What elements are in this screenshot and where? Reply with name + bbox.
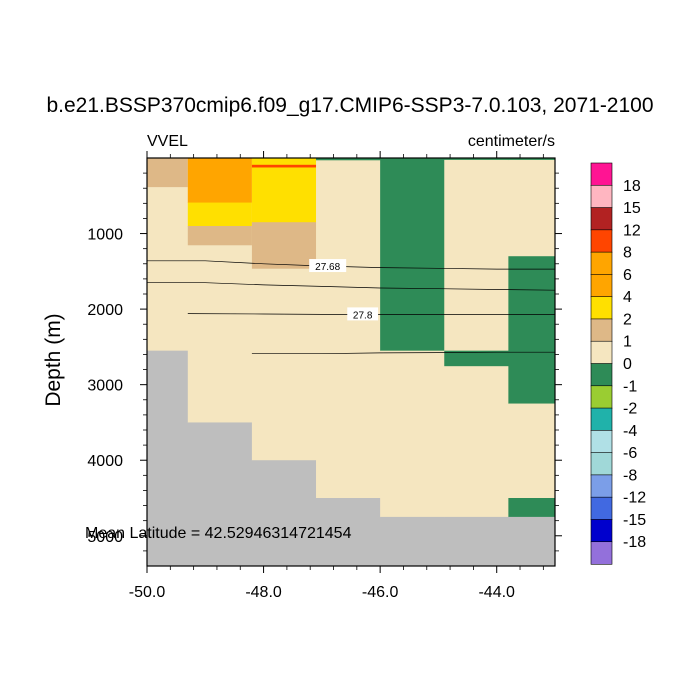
data-cell (508, 256, 556, 404)
contour-label: 27.68 (315, 262, 340, 273)
colorbar-label: -18 (623, 534, 646, 551)
data-cell (147, 158, 189, 188)
data-cell (251, 222, 317, 269)
data-cell (147, 158, 189, 352)
colorbar-swatch (590, 519, 613, 543)
colorbar-label: 2 (623, 311, 632, 328)
colorbar-swatch (590, 184, 613, 209)
density-contour-line (147, 282, 556, 291)
data-cell (444, 159, 509, 367)
data-cell (316, 158, 381, 499)
x-tick-label: -46.0 (362, 584, 399, 601)
units-label: centimeter/s (468, 133, 555, 150)
contour-layer: 27.68 27.8 (147, 259, 556, 355)
colorbar-label: -4 (623, 423, 637, 440)
density-contour-line (251, 351, 555, 355)
colorbar-label: 12 (623, 222, 641, 239)
colorbar-swatch (590, 385, 613, 409)
data-cell (508, 516, 556, 567)
variable-label: VVEL (147, 133, 188, 150)
colorbar-swatch (590, 541, 613, 565)
contour-label-background (347, 307, 379, 321)
chart-title: b.e21.BSSP370cmip6.f09_g17.CMIP6-SSP3-7.… (46, 94, 653, 117)
colorbar-label: -15 (623, 512, 646, 529)
plot-cells (147, 158, 556, 567)
x-tick-label: -50.0 (129, 584, 166, 601)
colorbar-swatch (590, 474, 613, 498)
colorbar-label: 4 (623, 289, 632, 306)
colorbar-swatch (590, 229, 613, 253)
colorbar-swatch (590, 407, 613, 431)
data-cell (187, 158, 253, 203)
x-tick-label: -44.0 (478, 584, 515, 601)
density-contour-line (147, 260, 555, 270)
x-tick-label: -48.0 (245, 584, 282, 601)
data-cell (508, 158, 556, 161)
colorbar-label: 15 (623, 200, 641, 217)
data-cell (444, 350, 509, 367)
colorbar-swatch (590, 296, 613, 320)
y-tick-label: 1000 (87, 227, 123, 244)
colorbar-swatch (590, 251, 613, 275)
colorbar-label: -2 (623, 401, 637, 418)
data-cell (444, 516, 509, 567)
data-cell (187, 422, 253, 567)
mean-latitude-annotation: Mean Latitude = 42.52946314721454 (85, 525, 352, 542)
colorbar-label: -1 (623, 378, 637, 395)
colorbar-label: 18 (623, 178, 641, 195)
data-cell (508, 498, 556, 518)
colorbar-swatch (590, 162, 613, 186)
data-cell (508, 159, 556, 257)
data-cell (251, 164, 317, 168)
data-cell (380, 350, 445, 518)
data-cell (508, 403, 556, 499)
data-cell (380, 516, 445, 567)
data-cell (316, 498, 381, 567)
data-cell (187, 202, 253, 227)
colorbar-label: -6 (623, 445, 637, 462)
colorbar-swatch (590, 452, 613, 476)
tick-layer: -50.0 -48.0 -46.0 -44.0 1000 2000 3000 4000 5000 (87, 151, 562, 601)
y-tick-label: 5000 (87, 529, 123, 546)
data-cell (444, 158, 509, 161)
density-contour-line (187, 313, 555, 315)
colorbar-swatch (590, 363, 613, 387)
contour-label-background (309, 259, 347, 273)
colorbar-swatch (590, 430, 613, 454)
colorbar: 18 15 12 8 6 4 2 1 0 -1 -2 -4 -6 -8 -12 -15 -18 (590, 162, 646, 565)
colorbar-label: -8 (623, 467, 637, 484)
colorbar-label: 1 (623, 334, 632, 351)
colorbar-swatch (590, 496, 613, 521)
data-cell (316, 158, 381, 161)
colorbar-label: 0 (623, 356, 632, 373)
plot-frame (146, 157, 556, 567)
y-axis-label: Depth (m) (42, 313, 65, 406)
colorbar-swatch (590, 274, 613, 298)
data-cell (251, 460, 317, 567)
colorbar-label: 8 (623, 245, 632, 262)
colorbar-label: 6 (623, 267, 632, 284)
data-cell (251, 158, 317, 223)
data-cell (380, 158, 445, 352)
colorbar-swatch (590, 207, 613, 231)
colorbar-swatch (590, 340, 613, 365)
colorbar-label: -12 (623, 490, 646, 507)
colorbar-swatch (590, 318, 613, 342)
data-cell (147, 350, 189, 567)
contour-label: 27.8 (353, 310, 373, 321)
data-cell (187, 226, 253, 246)
data-cell (444, 365, 509, 518)
y-tick-label: 2000 (87, 302, 123, 319)
y-tick-label: 3000 (87, 378, 123, 395)
y-tick-label: 4000 (87, 453, 123, 470)
